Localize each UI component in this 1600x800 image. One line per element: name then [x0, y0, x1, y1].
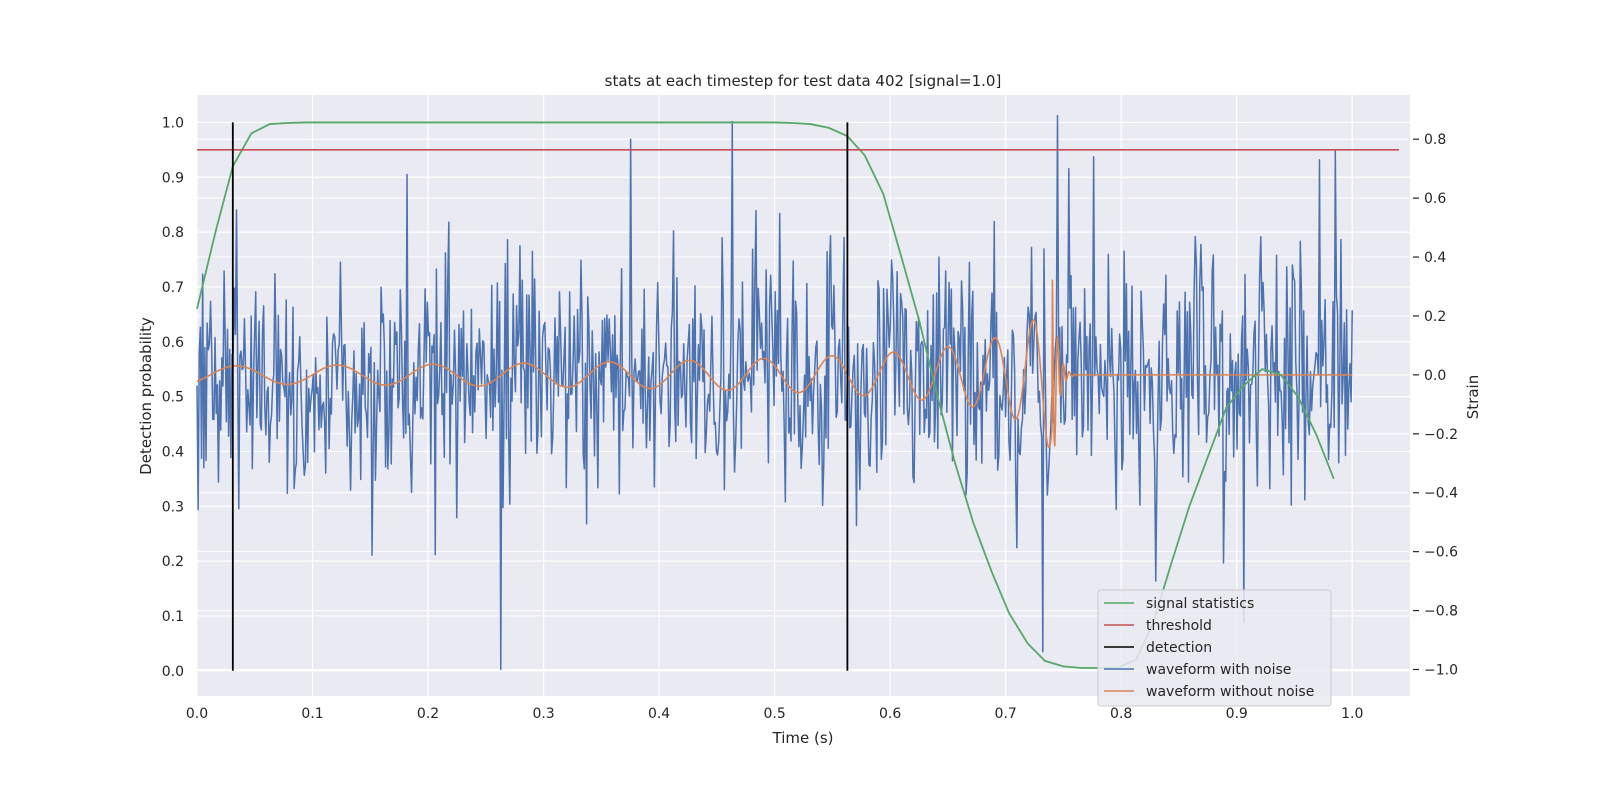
- chart-title: stats at each timestep for test data 402…: [605, 72, 1002, 90]
- y-axis-right-label: Strain: [1464, 375, 1482, 419]
- y-left-tick-label: 0.2: [162, 554, 184, 570]
- x-tick-label: 0.4: [648, 706, 670, 722]
- x-axis-label: Time (s): [772, 729, 834, 747]
- y-right-tick-label: −0.8: [1424, 604, 1458, 620]
- y-right-tick-label: 0.8: [1424, 132, 1446, 148]
- y-right-tick-label: 0.4: [1424, 250, 1446, 266]
- waveform-with-noise-line: [196, 114, 1353, 671]
- y-left-tick-label: 0.8: [162, 225, 184, 241]
- legend-signal-statistics-label: signal statistics: [1146, 596, 1254, 612]
- y-right-tick-label: 0.2: [1424, 309, 1446, 325]
- y-left-tick-label: 0.1: [162, 609, 184, 625]
- legend: signal statistics threshold detection wa…: [1097, 589, 1332, 707]
- signal-statistics-line: [196, 121, 1335, 669]
- y-right-tick-label: −0.4: [1424, 486, 1458, 502]
- y-right-tick-label: −1.0: [1424, 662, 1458, 678]
- y-left-tick-label: 0.4: [162, 444, 184, 460]
- x-tick-label: 0.5: [763, 706, 785, 722]
- x-tick-label: 0.3: [532, 706, 554, 722]
- x-tick-label: 0.7: [995, 706, 1017, 722]
- x-tick-label: 0.2: [417, 706, 439, 722]
- legend-waveform-without-noise-label: waveform without noise: [1146, 684, 1314, 700]
- x-tick-label: 0.1: [301, 706, 323, 722]
- y-right-tick-label: −0.2: [1424, 427, 1458, 443]
- x-tick-label: 0.0: [186, 706, 208, 722]
- y-right-tick-label: −0.6: [1424, 545, 1458, 561]
- x-tick-label: 1.0: [1341, 706, 1363, 722]
- series-layer: [196, 114, 1399, 671]
- legend-waveform-with-noise-label: waveform with noise: [1146, 662, 1291, 678]
- y-left-tick-label: 0.9: [162, 170, 184, 186]
- left-y-axis: 0.0 0.1 0.2 0.3 0.4 0.5 0.6 0.7 0.8 0.9 1.0: [162, 115, 184, 679]
- y-left-tick-label: 0.6: [162, 335, 184, 351]
- waveform-without-noise-line: [196, 279, 1353, 449]
- x-tick-label: 0.6: [879, 706, 901, 722]
- x-tick-label: 0.8: [1110, 706, 1132, 722]
- right-y-axis: −1.0 −0.8 −0.6 −0.4 −0.2 0.0 0.2 0.4 0.6 0.8: [1413, 132, 1458, 678]
- legend-threshold-label: threshold: [1146, 618, 1212, 634]
- x-tick-label: 0.9: [1226, 706, 1248, 722]
- y-left-tick-label: 0.7: [162, 280, 184, 296]
- y-left-tick-label: 0.5: [162, 390, 184, 406]
- x-axis: 0.0 0.1 0.2 0.3 0.4 0.5 0.6 0.7 0.8 0.9 1.0: [186, 706, 1364, 722]
- y-left-tick-label: 1.0: [162, 115, 184, 131]
- y-right-tick-label: 0.0: [1424, 368, 1446, 384]
- legend-box: [1097, 589, 1332, 707]
- y-axis-left-label: Detection probability: [137, 317, 155, 475]
- y-left-tick-label: 0.3: [162, 499, 184, 515]
- y-right-tick-label: 0.6: [1424, 191, 1446, 207]
- legend-detection-label: detection: [1146, 640, 1212, 656]
- y-left-tick-label: 0.0: [162, 664, 184, 680]
